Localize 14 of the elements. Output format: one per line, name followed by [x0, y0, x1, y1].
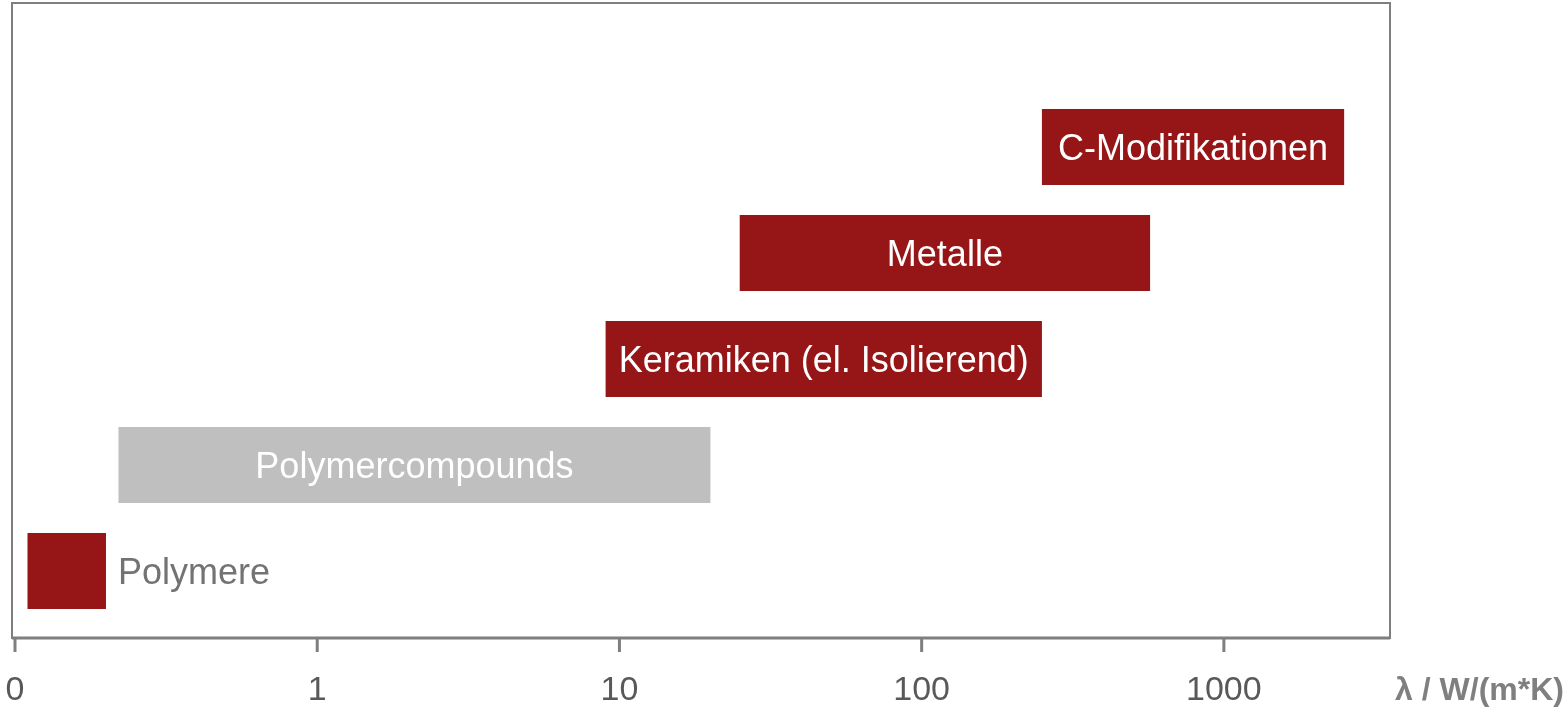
- y-tick-label: Polymercompounds: [255, 444, 574, 486]
- y-tick-label: Metalle: [886, 232, 1003, 274]
- x-axis-title: λ / W/(m*K): [1395, 671, 1564, 707]
- bar: [27, 533, 106, 609]
- bar: [739, 215, 1151, 291]
- x-tick-label: 10: [600, 669, 639, 707]
- y-tick-label: Keramiken (el. Isolierend): [618, 338, 1029, 380]
- y-tick-label: Polymere: [117, 550, 271, 592]
- x-tick-label: 1000: [1186, 669, 1262, 707]
- x-tick-label: 0: [5, 669, 25, 707]
- x-tick-label: 100: [893, 669, 951, 707]
- y-tick-label: C-Modifikationen: [1057, 126, 1329, 168]
- x-tick-label: 1: [307, 669, 327, 707]
- bar: [118, 427, 711, 503]
